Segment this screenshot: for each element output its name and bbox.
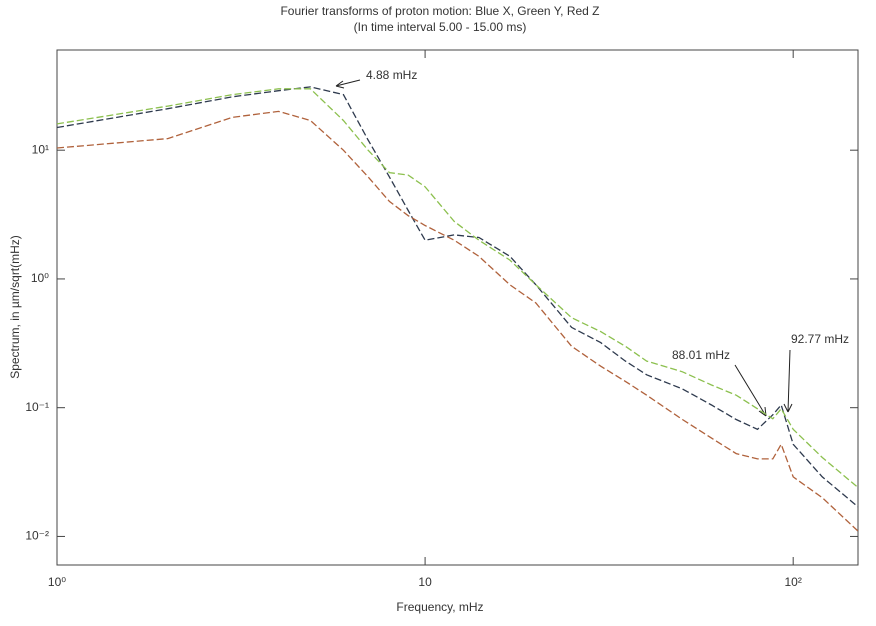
x-tick-label: 10² (785, 575, 802, 589)
series-line (56, 110, 859, 532)
annotation-arrow (734, 364, 767, 417)
x-axis-label: Frequency, mHz (396, 600, 483, 614)
series-line (56, 88, 859, 488)
annotation: 88.01 mHz (672, 348, 730, 362)
y-axis-label: Spectrum, in µm/sqrt(mHz) (8, 235, 22, 379)
plot-frame (56, 49, 859, 566)
annotation-arrow (335, 79, 361, 89)
series-line (56, 86, 859, 508)
chart-subtitle: (In time interval 5.00 - 15.00 ms) (354, 20, 527, 34)
y-tick-label: 10⁻² (25, 529, 49, 543)
y-tick-label: 10¹ (32, 142, 49, 156)
x-tick-label: 10⁰ (48, 575, 66, 589)
annotation-arrow (783, 349, 793, 413)
y-tick-label: 10⁰ (31, 271, 49, 285)
annotation: 4.88 mHz (366, 68, 417, 82)
chart-title: Fourier transforms of proton motion: Blu… (280, 4, 599, 18)
x-tick-label: 10 (418, 575, 432, 589)
annotation: 92.77 mHz (791, 332, 849, 346)
y-tick-label: 10⁻¹ (25, 400, 49, 414)
